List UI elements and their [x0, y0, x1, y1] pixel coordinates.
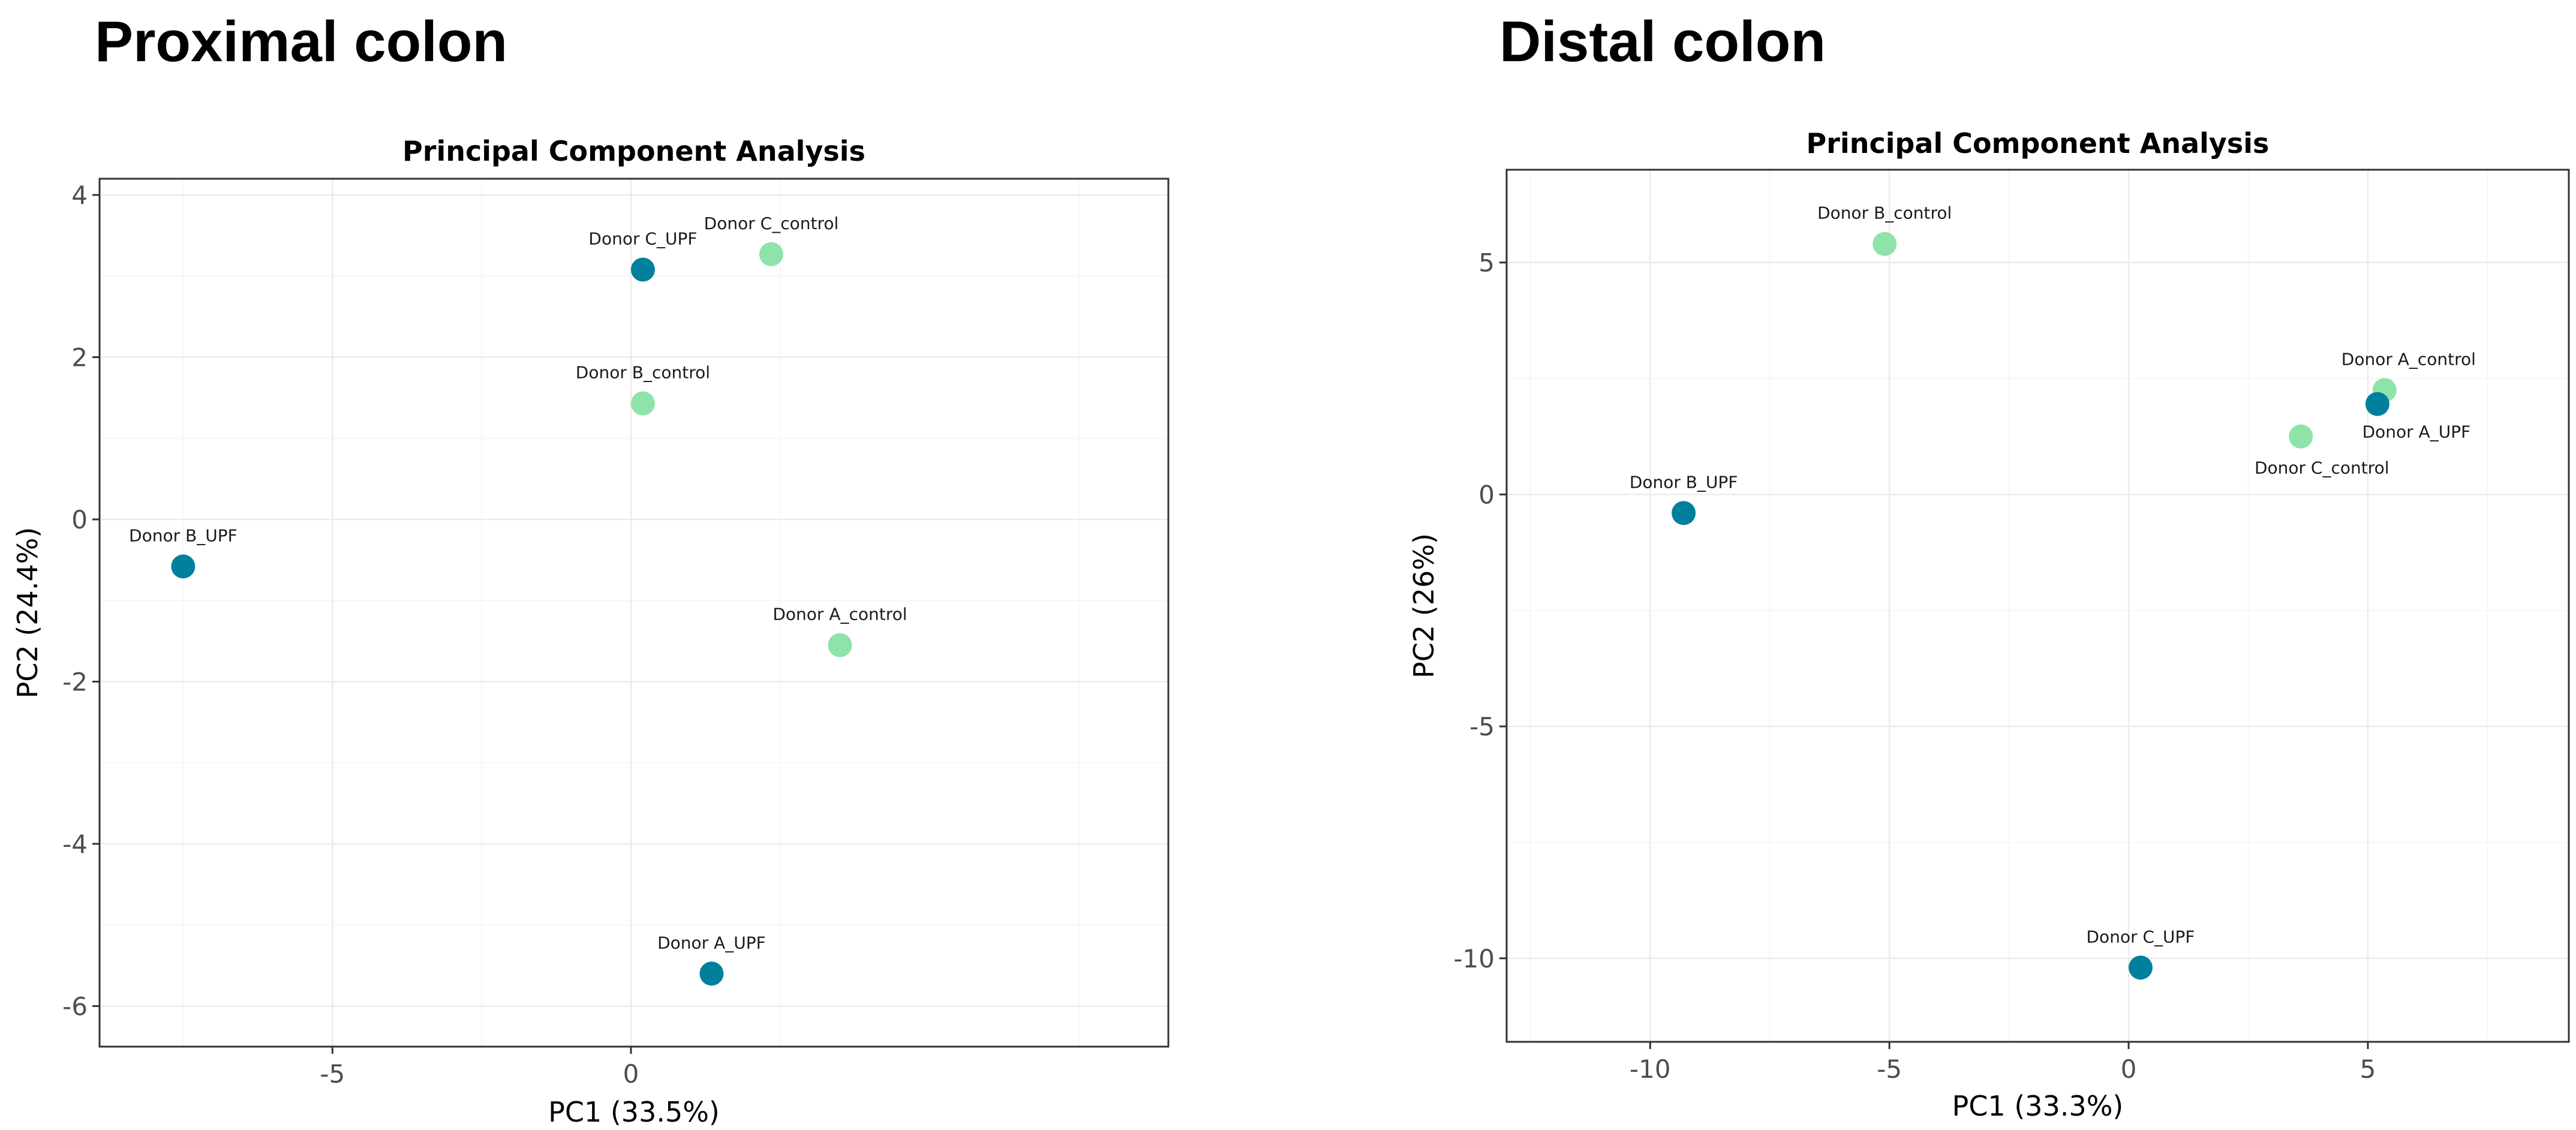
point-label: Donor C_control [704, 214, 839, 233]
y-tick-label: 4 [71, 181, 88, 210]
point-donor-b-control [630, 391, 655, 416]
point-label: Donor C_UPF [2087, 927, 2195, 946]
y-tick-label: 5 [1478, 248, 1495, 278]
y-tick-label: 0 [1478, 480, 1495, 509]
y-tick-label: -5 [1469, 712, 1495, 741]
y-tick-label: -6 [62, 991, 88, 1021]
y-axis-title: PC2 (24.4%) [11, 527, 44, 699]
point-donor-c-upf [2129, 955, 2153, 980]
x-tick-label: -10 [1630, 1054, 1671, 1084]
y-tick-label: -4 [62, 830, 88, 859]
y-tick-label: -10 [1453, 944, 1495, 973]
point-donor-a-control [828, 633, 852, 657]
point-label: Donor C_control [2255, 458, 2389, 478]
proximal-colon-heading: Proximal colon [95, 10, 508, 74]
point-donor-c-upf [630, 257, 655, 282]
plot-frame [98, 178, 1170, 1048]
point-donor-a-upf [2365, 392, 2389, 416]
plot-title: Principal Component Analysis [1806, 127, 2270, 160]
point-donor-c-control [2289, 424, 2313, 449]
chart-proximal: -5 0 -6 -4 -2 0 2 4 Principal Component Analysis… [11, 135, 1170, 1128]
x-tick-label: 0 [623, 1059, 639, 1089]
point-label: Donor A_UPF [2362, 422, 2471, 442]
chart-distal: -10 -5 0 5 -10 -5 0 5 Principal Component Analys… [1408, 127, 2570, 1122]
point-donor-a-upf [699, 961, 724, 986]
point-label: Donor B_UPF [129, 525, 238, 545]
x-axis-title: PC1 (33.3%) [1952, 1090, 2124, 1122]
y-axis-title: PC2 (26%) [1408, 533, 1440, 678]
x-axis-title: PC1 (33.5%) [548, 1096, 720, 1128]
point-donor-b-upf [171, 554, 196, 579]
point-label: Donor A_control [2341, 349, 2476, 369]
point-label: Donor C_UPF [588, 229, 697, 248]
plot-title: Principal Component Analysis [402, 135, 865, 167]
point-label: Donor A_UPF [657, 933, 766, 952]
plot-frame [1505, 169, 2570, 1043]
x-tick-label: -5 [1877, 1054, 1902, 1084]
point-donor-b-control [1872, 232, 1897, 256]
point-label: Donor B_UPF [1630, 472, 1738, 492]
point-donor-c-control [759, 242, 783, 266]
point-label: Donor A_control [773, 605, 907, 624]
x-tick-label: 5 [2360, 1054, 2376, 1084]
point-label: Donor B_control [576, 363, 710, 383]
x-tick-label: 0 [2121, 1054, 2137, 1084]
point-label: Donor B_control [1817, 203, 1952, 223]
distal-colon-heading: Distal colon [1499, 10, 1826, 74]
y-tick-label: 2 [71, 343, 88, 372]
y-tick-label: 0 [71, 505, 88, 534]
y-tick-label: -2 [62, 667, 88, 696]
point-donor-b-upf [1672, 501, 1696, 525]
x-tick-label: -5 [320, 1059, 345, 1089]
